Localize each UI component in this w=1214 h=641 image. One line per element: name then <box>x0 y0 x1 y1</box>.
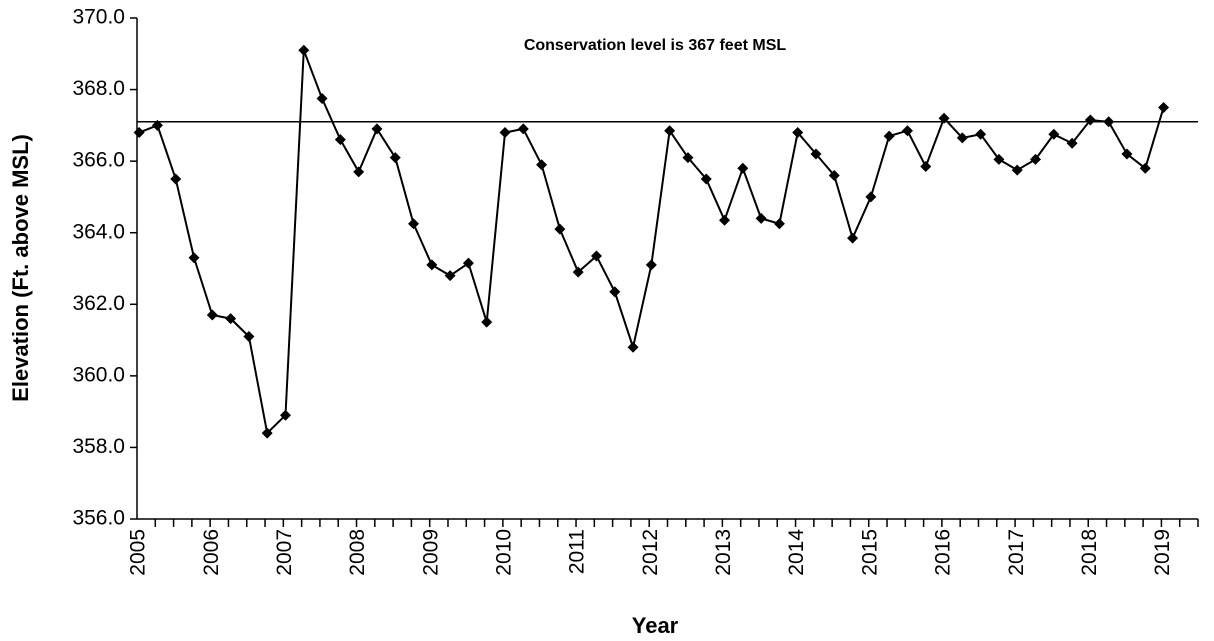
y-tick-label: 356.0 <box>72 507 125 530</box>
data-point <box>206 309 218 321</box>
x-tick-label: 2016 <box>932 529 955 576</box>
data-line <box>138 49 1165 436</box>
y-tick-label: 366.0 <box>72 149 125 172</box>
x-axis-title: Year <box>632 613 679 638</box>
data-point <box>426 259 438 271</box>
data-point <box>1048 128 1060 140</box>
data-point <box>1158 101 1170 113</box>
data-point <box>499 127 511 139</box>
data-point <box>664 125 676 137</box>
x-tick-label: 2010 <box>493 529 516 576</box>
y-tick-label: 368.0 <box>72 77 125 100</box>
x-tick-label: 2014 <box>785 529 808 576</box>
data-point <box>627 341 639 353</box>
data-point <box>536 159 548 171</box>
data-point <box>408 218 420 230</box>
data-point <box>609 286 621 298</box>
data-point <box>572 266 584 278</box>
y-tick-label: 364.0 <box>72 220 125 243</box>
x-tick-label: 2019 <box>1151 529 1174 576</box>
y-tick-label: 360.0 <box>72 363 125 386</box>
data-point <box>1121 148 1133 160</box>
data-point <box>938 112 950 124</box>
data-point <box>645 259 657 271</box>
data-point <box>810 148 822 160</box>
data-point <box>243 330 255 342</box>
data-point <box>389 152 401 164</box>
data-point <box>682 152 694 164</box>
data-point <box>975 128 987 140</box>
x-tick-label: 2007 <box>273 529 296 576</box>
data-point <box>279 409 291 421</box>
data-point <box>719 214 731 226</box>
data-point <box>298 44 310 56</box>
data-point <box>517 123 529 135</box>
data-point <box>151 119 163 131</box>
data-point <box>462 257 474 269</box>
data-point <box>883 130 895 142</box>
y-tick-label: 370.0 <box>72 6 125 29</box>
data-point <box>993 153 1005 165</box>
data-point <box>865 191 877 203</box>
data-point <box>188 252 200 264</box>
annotation: Conservation level is 367 feet MSL <box>524 37 787 54</box>
data-point <box>554 223 566 235</box>
data-point <box>133 127 145 139</box>
data-point <box>1139 162 1151 174</box>
data-point <box>1084 114 1096 126</box>
x-tick-label: 2015 <box>858 529 881 576</box>
data-point <box>371 123 383 135</box>
data-point <box>334 134 346 146</box>
data-point <box>847 232 859 244</box>
y-axis-title: Elevation (Ft. above MSL) <box>8 134 33 402</box>
data-point <box>225 313 237 325</box>
data-point <box>316 93 328 105</box>
x-tick-label: 2013 <box>712 529 735 576</box>
data-point <box>353 166 365 178</box>
x-tick-label: 2005 <box>127 529 150 576</box>
data-point <box>1103 116 1115 128</box>
data-point <box>773 218 785 230</box>
x-tick-label: 2018 <box>1078 529 1101 576</box>
x-tick-label: 2012 <box>639 529 662 576</box>
x-tick-label: 2006 <box>200 529 223 576</box>
data-point <box>755 212 767 224</box>
x-tick-label: 2017 <box>1005 529 1028 576</box>
data-point <box>828 169 840 181</box>
data-point <box>261 427 273 439</box>
data-point <box>1030 153 1042 165</box>
x-tick-label: 2011 <box>566 529 589 574</box>
data-point <box>792 127 804 139</box>
data-point <box>1066 137 1078 149</box>
data-point <box>170 173 182 185</box>
data-point <box>920 161 932 173</box>
y-tick-label: 358.0 <box>72 435 125 458</box>
data-point <box>444 270 456 282</box>
data-point <box>1011 164 1023 176</box>
data-point <box>590 250 602 262</box>
x-tick-label: 2008 <box>346 529 369 576</box>
data-point <box>956 132 968 144</box>
data-point <box>901 125 913 137</box>
data-point <box>700 173 712 185</box>
x-tick-label: 2009 <box>419 529 442 576</box>
data-point <box>481 316 493 328</box>
y-tick-label: 362.0 <box>72 292 125 315</box>
data-point <box>737 162 749 174</box>
